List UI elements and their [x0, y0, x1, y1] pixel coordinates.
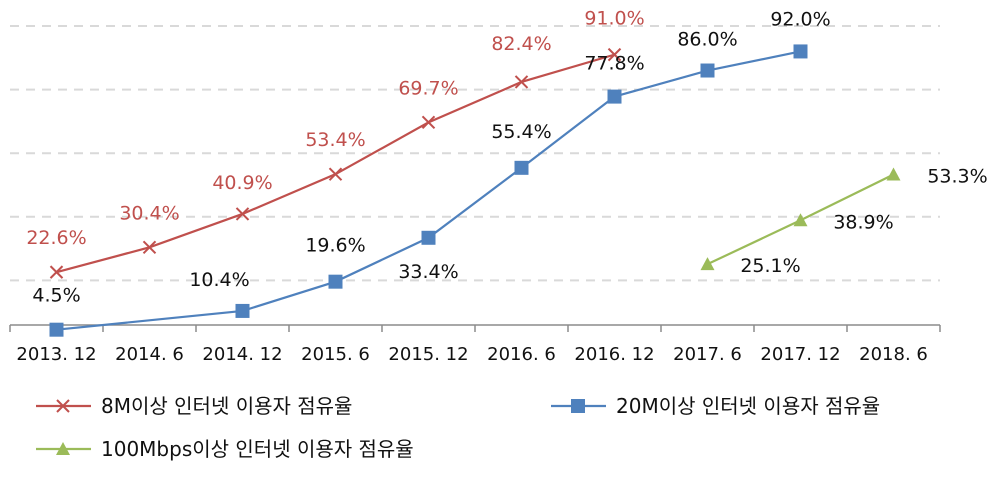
x-marker: [56, 399, 70, 413]
x-marker: [421, 115, 436, 130]
data-label: 53.4%: [305, 129, 365, 151]
x-tick-labels: 2013. 12 2014. 6 2014. 12 2015. 6 2015. 12 20…: [16, 344, 927, 365]
data-label: 10.4%: [189, 269, 249, 291]
data-label: 82.4%: [491, 33, 551, 55]
x-tick-label: 2017. 6: [673, 344, 742, 365]
x-marker-stroke: [56, 399, 70, 413]
x-tick-label: 2014. 12: [202, 344, 282, 365]
square-marker: [571, 399, 585, 413]
data-label: 30.4%: [119, 202, 179, 224]
square-marker: [235, 303, 250, 318]
x-marker-stroke: [49, 265, 64, 279]
series-line: [56, 50, 801, 331]
x-marker-stroke: [235, 207, 250, 221]
x-marker-stroke: [607, 47, 622, 62]
square-marker: [514, 160, 529, 175]
x-marker: [142, 240, 157, 255]
series-markers: [49, 44, 901, 337]
x-tick-label: 2018. 6: [859, 344, 928, 365]
x-marker-stroke: [421, 115, 436, 130]
triangle-marker: [886, 167, 901, 181]
data-label: 25.1%: [740, 255, 800, 277]
triangle-marker: [700, 257, 715, 271]
square-marker: [793, 44, 808, 59]
x-marker: [514, 75, 529, 89]
square-marker: [421, 230, 436, 245]
data-label: 38.9%: [833, 211, 893, 233]
data-label: 40.9%: [212, 172, 272, 194]
x-marker: [235, 207, 250, 221]
series-lines: [56, 50, 894, 331]
x-marker: [607, 47, 622, 62]
data-labels: 22.6% 30.4% 40.9% 53.4% 69.7% 82.4% 91.0% 4.5% 1…: [26, 8, 987, 307]
square-marker: [700, 63, 715, 78]
data-label: 19.6%: [305, 235, 365, 257]
data-label: 77.8%: [584, 53, 644, 75]
data-label: 91.0%: [584, 8, 644, 30]
data-label: 55.4%: [491, 121, 551, 143]
data-label: 92.0%: [770, 8, 830, 30]
x-tick-label: 2017. 12: [760, 344, 840, 365]
triangle-marker: [56, 442, 70, 455]
data-label: 86.0%: [677, 29, 737, 51]
square-marker: [607, 89, 622, 104]
x-marker: [328, 167, 343, 181]
x-axis: [9, 324, 941, 332]
square-marker: [49, 322, 64, 337]
x-marker-stroke: [328, 167, 343, 181]
data-label: 53.3%: [927, 166, 987, 188]
legend-label: 100Mbps이상 인터넷 이용자 점유율: [101, 437, 414, 461]
x-marker-stroke: [142, 240, 157, 255]
legend: 8M이상 인터넷 이용자 점유율 20M이상 인터넷 이용자 점유율 100Mbps…: [36, 394, 880, 461]
data-label: 69.7%: [398, 77, 458, 99]
x-tick-label: 2016. 6: [487, 344, 556, 365]
legend-label: 20M이상 인터넷 이용자 점유율: [616, 394, 880, 418]
x-marker-stroke: [514, 75, 529, 89]
x-marker: [49, 265, 64, 279]
square-marker: [328, 274, 343, 289]
gridlines: [10, 25, 940, 282]
triangle-marker: [793, 213, 808, 227]
data-label: 33.4%: [398, 261, 458, 283]
x-tick-label: 2015. 12: [388, 344, 468, 365]
x-tick-label: 2013. 12: [16, 344, 96, 365]
data-label: 22.6%: [26, 227, 86, 249]
x-tick-label: 2015. 6: [301, 344, 370, 365]
legend-label: 8M이상 인터넷 이용자 점유율: [101, 394, 352, 418]
data-label: 4.5%: [32, 285, 80, 307]
x-tick-label: 2016. 12: [574, 344, 654, 365]
x-tick-label: 2014. 6: [115, 344, 184, 365]
